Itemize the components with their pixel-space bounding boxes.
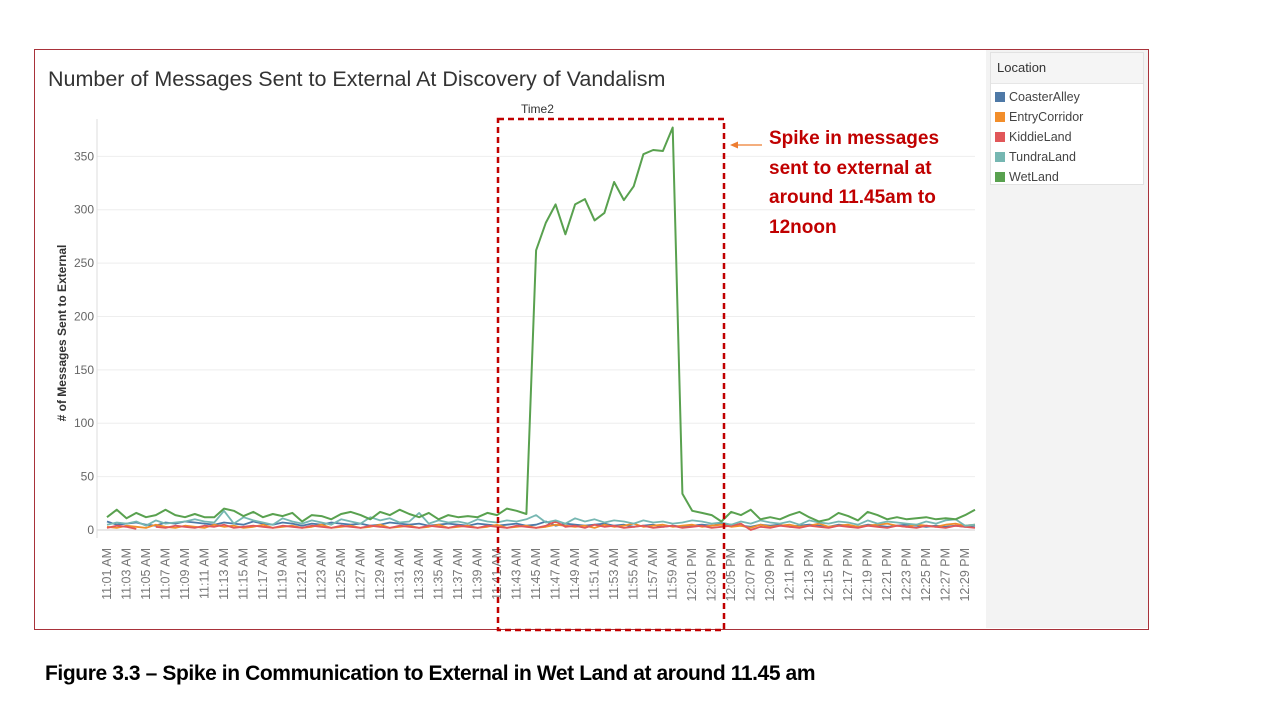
- x-tick-label: 11:49 AM: [568, 548, 582, 600]
- legend-item-entrycorridor[interactable]: EntryCorridor: [991, 107, 1143, 127]
- series-line-wetland: [106, 126, 976, 523]
- x-tick-label: 12:07 PM: [744, 548, 758, 602]
- series-line-tundraland: [106, 509, 976, 527]
- legend-label: TundraLand: [1009, 150, 1076, 164]
- x-tick-label: 12:23 PM: [900, 548, 914, 602]
- x-tick-label: 11:03 AM: [120, 548, 134, 600]
- x-tick-label: 11:29 AM: [373, 548, 387, 600]
- x-tick-label: 11:39 AM: [471, 548, 485, 600]
- highlight-box: [496, 117, 726, 632]
- x-tick-label: 11:17 AM: [256, 548, 270, 600]
- x-tick-label: 12:17 PM: [841, 548, 855, 602]
- x-tick-label: 11:01 AM: [100, 548, 114, 600]
- series-line-kiddieland: [106, 524, 137, 530]
- y-tick-label: 0: [87, 523, 94, 537]
- x-tick-label: 11:55 AM: [627, 548, 641, 600]
- legend-label: WetLand: [1009, 170, 1059, 184]
- x-tick-label: 11:33 AM: [412, 548, 426, 600]
- x-tick-label: 12:13 PM: [802, 548, 816, 602]
- x-tick-label: 11:51 AM: [588, 548, 602, 600]
- legend-item-kiddieland[interactable]: KiddieLand: [991, 127, 1143, 147]
- x-tick-label: 11:57 AM: [646, 548, 660, 600]
- x-tick-label: 11:27 AM: [354, 548, 368, 600]
- highlight-label: Time2: [521, 102, 554, 116]
- x-tick-label: 11:59 AM: [666, 548, 680, 600]
- legend-swatch: [995, 152, 1005, 162]
- x-tick-label: 11:19 AM: [276, 548, 290, 600]
- legend-label: CoasterAlley: [1009, 90, 1080, 104]
- legend-swatch: [995, 132, 1005, 142]
- x-tick-label: 12:09 PM: [763, 548, 777, 602]
- gridlines: [96, 119, 975, 538]
- y-tick-label: 150: [74, 363, 94, 377]
- x-tick-label: 11:15 AM: [237, 548, 251, 600]
- y-tick-label: 100: [74, 416, 94, 430]
- figure-caption: Figure 3.3 – Spike in Communication to E…: [45, 662, 816, 685]
- x-tick-label: 12:25 PM: [919, 548, 933, 602]
- x-tick-label: 11:05 AM: [139, 548, 153, 600]
- x-tick-label: 11:45 AM: [529, 548, 543, 600]
- x-tick-label: 12:05 PM: [724, 548, 738, 602]
- legend-label: EntryCorridor: [1009, 110, 1084, 124]
- legend-swatch: [995, 172, 1005, 182]
- legend-swatch: [995, 92, 1005, 102]
- legend-item-tundraland[interactable]: TundraLand: [991, 147, 1143, 167]
- x-tick-label: 12:03 PM: [705, 548, 719, 602]
- x-tick-label: 12:29 PM: [958, 548, 972, 602]
- x-tick-label: 11:13 AM: [217, 548, 231, 600]
- y-axis-label: # of Messages Sent to External: [55, 245, 69, 422]
- x-tick-label: 12:21 PM: [880, 548, 894, 602]
- x-tick-label: 12:15 PM: [822, 548, 836, 602]
- y-tick-label: 200: [74, 309, 94, 323]
- x-tick-label: 11:23 AM: [315, 548, 329, 600]
- series-lines: [106, 126, 976, 531]
- x-tick-label: 11:35 AM: [432, 548, 446, 600]
- x-tick-label: 11:09 AM: [178, 548, 192, 600]
- chart-frame: [34, 49, 1149, 630]
- x-tick-label: 11:53 AM: [607, 548, 621, 600]
- annotation-arrow: [730, 141, 762, 149]
- y-tick-label: 50: [81, 470, 95, 484]
- x-tick-label: 12:01 PM: [685, 548, 699, 602]
- x-tick-label: 12:19 PM: [861, 548, 875, 602]
- legend-label: KiddieLand: [1009, 130, 1072, 144]
- x-tick-labels: 11:01 AM 11:03 AM 11:05 AM 11:07 AM 11:09 AM…: [100, 548, 972, 602]
- x-tick-label: 11:43 AM: [510, 548, 524, 600]
- annotation-text: Spike in messages sent to external at ar…: [769, 128, 940, 238]
- x-tick-label: 11:11 AM: [198, 548, 212, 599]
- x-tick-label: 11:07 AM: [159, 548, 173, 600]
- legend-swatch: [995, 112, 1005, 122]
- x-tick-label: 11:21 AM: [295, 548, 309, 600]
- legend: Location CoasterAlley EntryCorridor Kidd…: [990, 52, 1144, 185]
- x-tick-label: 12:11 PM: [783, 548, 797, 601]
- legend-item-coasteralley[interactable]: CoasterAlley: [991, 87, 1143, 107]
- x-tick-label: 11:31 AM: [393, 548, 407, 600]
- y-tick-label: 250: [74, 256, 94, 270]
- chart-title: Number of Messages Sent to External At D…: [48, 67, 665, 91]
- series-line-kiddieland: [155, 520, 976, 531]
- legend-title: Location: [991, 53, 1143, 84]
- x-tick-label: 11:41 AM: [490, 548, 504, 600]
- x-tick-label: 11:47 AM: [549, 548, 563, 600]
- x-tick-label: 12:27 PM: [939, 548, 953, 602]
- x-tick-label: 11:25 AM: [334, 548, 348, 600]
- x-tick-label: 11:37 AM: [451, 548, 465, 600]
- y-tick-label: 300: [74, 203, 94, 217]
- y-tick-label: 350: [74, 149, 94, 163]
- legend-item-wetland[interactable]: WetLand: [991, 167, 1143, 187]
- y-tick-labels: 0 50 100 150 200 250 300 350: [74, 149, 94, 537]
